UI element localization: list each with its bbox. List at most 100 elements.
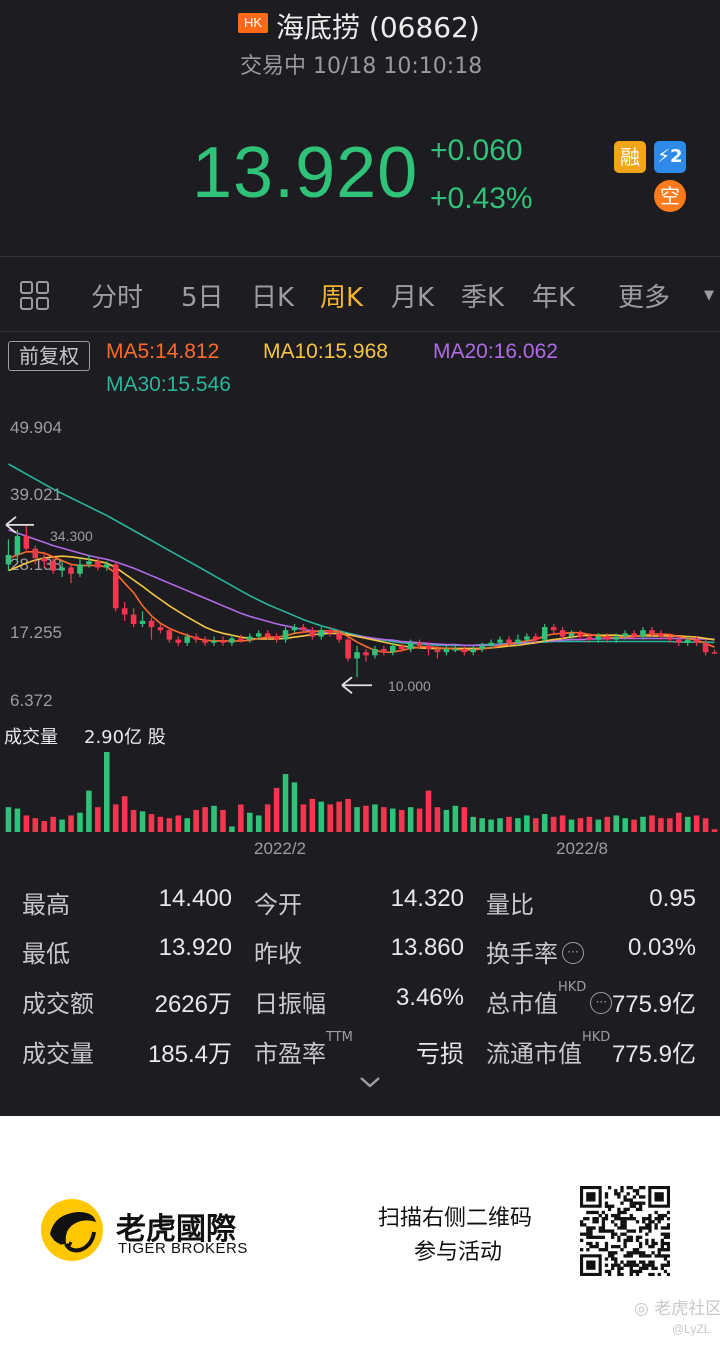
- qr-module: [586, 1217, 590, 1221]
- candle-body: [300, 627, 307, 631]
- qr-module: [620, 1210, 624, 1215]
- qr-module: [583, 1223, 587, 1227]
- more-info-icon[interactable]: ···: [590, 992, 613, 1014]
- volume-bar: [95, 807, 101, 832]
- tab-more[interactable]: 更多: [618, 283, 671, 313]
- qr-module: [626, 1198, 630, 1202]
- qr-module: [629, 1263, 633, 1267]
- candle-body: [336, 633, 342, 640]
- qr-module: [607, 1272, 612, 1276]
- stat-label-text: 流通市值: [486, 1040, 582, 1068]
- stat-label-turnover-rate: 换手率 ···: [486, 934, 584, 969]
- qr-module: [598, 1213, 602, 1218]
- qr-code-icon[interactable]: [580, 1186, 670, 1276]
- qr-module: [635, 1238, 640, 1243]
- level2-icon[interactable]: ⚡2: [654, 141, 686, 173]
- qr-module: [629, 1272, 633, 1276]
- volume-bar: [121, 796, 128, 832]
- candle-body: [631, 633, 637, 637]
- qr-module: [635, 1220, 640, 1224]
- max-price-label: 34.300: [50, 528, 93, 544]
- date-tick-label: 2022/8: [556, 839, 608, 858]
- stat-value-low: 13.920: [158, 934, 232, 961]
- stat-label-market-cap: 总市值HKD···: [486, 980, 613, 1019]
- tab-quarterly-k[interactable]: 季K: [461, 283, 505, 313]
- volume-bar: [613, 815, 619, 832]
- tab-monthly-k[interactable]: 月K: [391, 283, 435, 313]
- candle-body: [622, 633, 628, 637]
- qr-module: [651, 1241, 655, 1246]
- qr-module: [638, 1226, 643, 1230]
- candle-body: [139, 620, 146, 624]
- volume-bar: [649, 815, 655, 832]
- candle-body: [640, 630, 646, 637]
- volume-bar: [622, 818, 628, 832]
- stock-title[interactable]: 海底捞 (06862): [276, 11, 480, 44]
- qr-module: [660, 1254, 664, 1258]
- grid-menu-icon[interactable]: [20, 281, 50, 311]
- candle-body: [577, 633, 584, 637]
- price-tick-label: 17.255: [10, 623, 62, 642]
- stat-value-volume-ratio: 0.95: [649, 885, 696, 912]
- qr-module: [651, 1272, 655, 1276]
- volume-bar: [452, 805, 459, 832]
- qr-module: [607, 1269, 612, 1274]
- qr-module: [589, 1229, 593, 1233]
- margin-icon[interactable]: 融: [614, 141, 646, 173]
- divider: [0, 331, 720, 332]
- candle-body: [515, 639, 521, 643]
- stat-label-high: 最高: [22, 885, 70, 920]
- tab-intraday[interactable]: 分时: [91, 283, 144, 313]
- stat-label-text: 最高: [22, 891, 70, 919]
- tab-5day[interactable]: 5日: [181, 283, 224, 313]
- qr-module: [595, 1241, 599, 1246]
- tab-daily-k[interactable]: 日K: [251, 283, 295, 313]
- qr-module: [620, 1201, 624, 1205]
- qr-module: [638, 1229, 643, 1233]
- price-adjust-button[interactable]: 前复权: [8, 341, 90, 371]
- tab-weekly-k[interactable]: 周K: [320, 283, 364, 313]
- candle-body: [658, 633, 664, 637]
- qr-module: [611, 1213, 615, 1218]
- qr-module: [632, 1229, 637, 1233]
- qr-module: [611, 1229, 615, 1233]
- volume-bar: [595, 819, 602, 832]
- volume-bar: [336, 801, 342, 832]
- qr-module: [595, 1244, 599, 1249]
- chevron-down-icon[interactable]: [358, 1074, 382, 1090]
- watermark-community: ◎ 老虎社区: [634, 1299, 720, 1319]
- dropdown-arrow-icon[interactable]: ▼: [704, 288, 714, 303]
- qr-module: [614, 1232, 618, 1236]
- qr-module: [666, 1235, 670, 1239]
- qr-module: [623, 1207, 627, 1212]
- qr-module: [592, 1226, 596, 1230]
- candle-body: [613, 636, 619, 640]
- qr-module: [601, 1210, 606, 1215]
- kline-chart[interactable]: 49.904 39.021 28.138 17.255 6.372 成交量 2.90亿 股…: [0, 400, 720, 860]
- qr-module: [617, 1269, 621, 1274]
- qr-module: [651, 1238, 655, 1243]
- qr-module: [629, 1269, 633, 1274]
- stat-label-pe-ratio: 市盈率TTM: [254, 1030, 353, 1069]
- watermark-user: @LyZL: [672, 1322, 711, 1336]
- ma30-line: [8, 463, 715, 647]
- qr-module: [654, 1241, 658, 1246]
- brand-name-cn: 老虎國際: [116, 1212, 236, 1247]
- more-info-icon[interactable]: ···: [562, 942, 584, 964]
- qr-module: [666, 1217, 670, 1221]
- qr-module: [635, 1235, 640, 1239]
- qr-module: [589, 1241, 593, 1246]
- tab-yearly-k[interactable]: 年K: [532, 283, 576, 313]
- qr-module: [663, 1263, 668, 1267]
- qr-module: [620, 1217, 624, 1221]
- short-sell-icon[interactable]: 空: [654, 180, 686, 212]
- candle-body: [372, 649, 378, 656]
- candle-body: [390, 645, 396, 653]
- qr-module: [604, 1263, 609, 1267]
- candle-body: [425, 645, 432, 650]
- qr-module: [611, 1266, 615, 1270]
- qr-module: [607, 1251, 612, 1255]
- qr-module: [611, 1257, 615, 1261]
- stat-label-text: 日振幅: [254, 990, 326, 1018]
- stat-label-turnover: 成交额: [22, 984, 94, 1019]
